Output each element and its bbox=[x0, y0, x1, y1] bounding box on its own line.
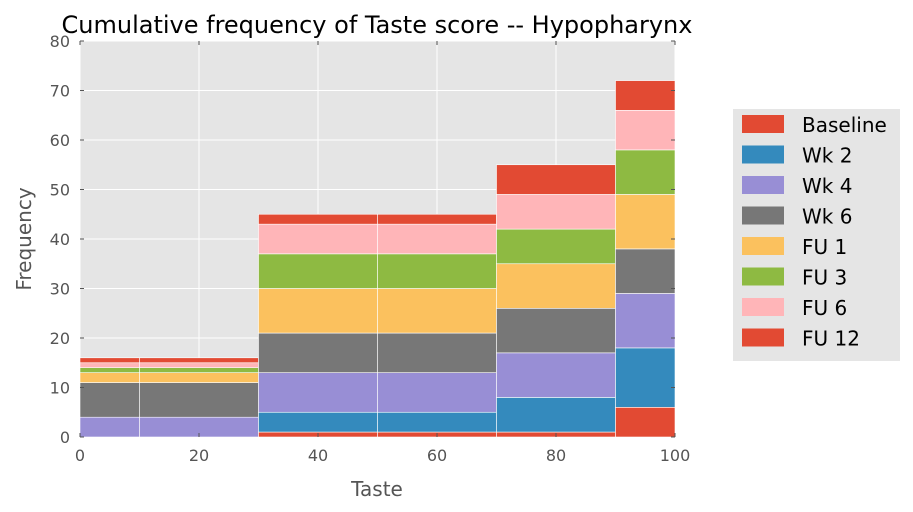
x-tick-label: 40 bbox=[308, 446, 328, 465]
bar-segment-wk-6 bbox=[258, 332, 378, 373]
bar-segment-wk-4 bbox=[496, 352, 616, 398]
x-tick-label: 100 bbox=[660, 446, 691, 465]
bar-segment-wk-4 bbox=[377, 372, 497, 413]
bar-segment-baseline bbox=[615, 406, 676, 438]
bar-segment-fu-1 bbox=[496, 263, 616, 309]
x-tick-label: 20 bbox=[189, 446, 209, 465]
bars bbox=[79, 80, 676, 438]
bar-segment-fu-12 bbox=[496, 164, 616, 195]
x-tick-label: 0 bbox=[75, 446, 85, 465]
y-tick-label: 80 bbox=[50, 32, 70, 51]
axes: 0 20 40 60 80 100 0 10 20 30 40 50 60 70 80 bbox=[50, 32, 691, 465]
legend-label: Wk 6 bbox=[802, 205, 852, 229]
bar-segment-fu-12 bbox=[615, 80, 676, 111]
legend-swatch bbox=[742, 115, 784, 133]
y-tick-label: 20 bbox=[50, 329, 70, 348]
bar-segment-wk-2 bbox=[258, 411, 378, 433]
legend-swatch bbox=[742, 298, 784, 316]
y-tick-label: 0 bbox=[60, 428, 70, 447]
legend-label: Wk 2 bbox=[802, 144, 852, 168]
bar-segment-wk-4 bbox=[615, 293, 676, 349]
bar-segment-wk-2 bbox=[615, 347, 676, 408]
bar-segment-fu-3 bbox=[79, 367, 140, 373]
legend-label: Wk 4 bbox=[802, 174, 852, 198]
legend-swatch bbox=[742, 145, 784, 164]
bar-segment-wk-6 bbox=[615, 248, 676, 294]
y-axis-label: Frequency bbox=[12, 187, 36, 290]
bar-segment-fu-6 bbox=[615, 110, 676, 151]
bar-segment-wk-6 bbox=[79, 382, 140, 418]
legend-swatch bbox=[742, 267, 784, 286]
bar-segment-fu-3 bbox=[496, 228, 616, 265]
bar-segment-fu-6 bbox=[79, 362, 140, 368]
y-tick-label: 40 bbox=[50, 230, 70, 249]
bar-segment-fu-6 bbox=[258, 223, 378, 255]
bar-segment-fu-6 bbox=[139, 362, 259, 368]
chart-title: Cumulative frequency of Taste score -- H… bbox=[62, 11, 693, 39]
legend-swatch bbox=[742, 237, 784, 255]
bar-segment-wk-2 bbox=[377, 411, 497, 433]
bar-segment-wk-2 bbox=[496, 397, 616, 433]
legend-swatch bbox=[742, 206, 784, 225]
x-axis-label: Taste bbox=[350, 477, 403, 501]
bar-segment-fu-3 bbox=[139, 367, 259, 373]
legend-label: Baseline bbox=[802, 113, 887, 137]
bar-segment-wk-6 bbox=[139, 382, 259, 418]
bar-segment-fu-3 bbox=[377, 253, 497, 289]
bar-segment-fu-12 bbox=[258, 213, 378, 225]
bar-segment-wk-6 bbox=[377, 332, 497, 373]
bar-segment-fu-3 bbox=[615, 149, 676, 195]
bar-segment-fu-12 bbox=[79, 357, 140, 364]
bar-segment-fu-12 bbox=[139, 357, 259, 364]
legend-label: FU 12 bbox=[802, 327, 860, 351]
bar-segment-wk-4 bbox=[79, 416, 140, 438]
y-tick-label: 50 bbox=[50, 181, 70, 200]
bar-segment-fu-6 bbox=[496, 194, 616, 230]
y-tick-label: 70 bbox=[50, 82, 70, 101]
legend-swatch bbox=[742, 328, 784, 347]
legend-label: FU 6 bbox=[802, 296, 847, 320]
legend: Baseline Wk 2 Wk 4 Wk 6 FU 1 FU 3 FU 6 FU 12 bbox=[733, 109, 900, 361]
bar-segment-fu-3 bbox=[258, 253, 378, 289]
bar-segment-fu-1 bbox=[139, 372, 259, 383]
legend-label: FU 3 bbox=[802, 266, 847, 290]
y-tick-label: 60 bbox=[50, 131, 70, 150]
bar-segment-wk-6 bbox=[496, 307, 616, 354]
bar-segment-fu-1 bbox=[377, 288, 497, 334]
bar-segment-fu-6 bbox=[377, 223, 497, 255]
bar-segment-wk-4 bbox=[258, 372, 378, 413]
x-tick-label: 60 bbox=[427, 446, 447, 465]
y-tick-label: 10 bbox=[50, 379, 70, 398]
bar-segment-fu-1 bbox=[79, 372, 140, 383]
bar-segment-fu-12 bbox=[377, 213, 497, 225]
legend-swatch bbox=[742, 176, 784, 194]
legend-label: FU 1 bbox=[802, 235, 847, 259]
bar-segment-fu-1 bbox=[615, 194, 676, 250]
bar-segment-fu-1 bbox=[258, 288, 378, 334]
y-tick-label: 30 bbox=[50, 280, 70, 299]
x-tick-label: 80 bbox=[546, 446, 566, 465]
